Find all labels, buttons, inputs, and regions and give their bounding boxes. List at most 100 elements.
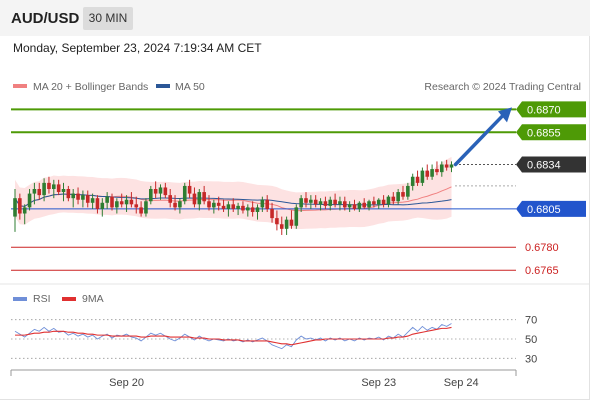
candle-body [236,205,240,209]
candle-body [309,199,313,203]
pivot-label-bg [516,200,586,217]
candle-body [246,207,250,211]
level-label: 0.6834 [527,159,561,171]
candle-body [313,199,318,205]
bollinger-bands [14,156,452,230]
candle-body [124,199,129,205]
candle-body [440,164,444,173]
ma50-legend-label: MA 50 [175,81,205,93]
candle-body [372,201,376,205]
candle-body [391,196,396,202]
candle-body [226,204,231,209]
candle-body [134,204,139,208]
candle-body [139,207,143,214]
arrow-head [498,107,512,123]
candle-body [367,201,371,208]
rsi-tick-label: 50 [525,334,537,346]
rsi-tick-label: 70 [525,315,537,327]
chart-datetime: Monday, September 23, 2024 7:19:34 AM CE… [13,41,262,55]
candle-body [449,164,454,168]
rsi-legend-swatch [13,297,27,301]
rsi-tick-label: 30 [525,353,537,365]
candle-body [357,202,362,209]
candle-body [144,201,148,214]
ma20-legend-swatch [13,84,27,88]
candle-body [241,205,245,211]
candle-body [119,201,124,205]
candle-body [202,192,206,202]
resistance-label-bg [516,124,586,141]
candle-body [415,176,420,183]
candle-body [410,176,415,186]
current-label-bg [516,156,586,173]
candle-body [173,202,177,208]
candle-body [42,182,46,196]
rsi-line [14,323,452,350]
candle-body [153,189,158,194]
resistance-label-bg [516,101,586,118]
candle-body [22,207,27,214]
rsi-ma-legend-label: 9MA [82,293,104,305]
candle-body [231,204,236,209]
symbol-title: AUD/USD [11,10,80,27]
candle-body [182,185,187,202]
rsi-panel: 70 50 30 [11,315,537,365]
rsi-ma-legend-swatch [62,297,76,301]
candle-body [352,204,357,209]
candlesticks [13,159,454,235]
candle-body [396,192,400,202]
candle-body [163,187,168,196]
ma20-legend-label: MA 20 + Bollinger Bands [33,81,148,93]
level-label: 0.6780 [525,242,559,254]
candle-body [318,201,323,205]
candle-body [401,192,405,197]
candle-body [279,224,284,229]
candle-body [52,184,56,189]
candle-body [420,170,425,183]
candle-body [221,205,226,209]
candle-body [299,198,303,208]
level-label: 0.6805 [527,204,561,216]
candle-body [294,207,299,226]
timeframe-button[interactable]: 30 MIN [83,7,133,30]
candle-body [32,189,37,194]
candle-body [289,219,294,226]
candle-body [381,199,386,205]
level-label: 0.6855 [527,127,561,139]
candle-body [27,193,32,208]
candle-body [178,201,182,208]
rsi-legend-label: RSI [33,293,51,305]
research-credit: Research © 2024 Trading Central [424,81,581,93]
candle-body [216,202,221,206]
candle-body [347,204,352,208]
candle-body [66,189,71,199]
candle-body [207,201,211,208]
bollinger-fill [15,156,452,230]
candle-body [343,201,347,208]
x-tick-label: Sep 24 [444,377,479,389]
candle-body [444,164,449,168]
candle-body [328,199,333,206]
candle-body [270,208,274,219]
candle-body [212,202,216,208]
candle-body [323,201,328,206]
candle-body [168,195,172,203]
candle-body [95,198,100,209]
candle-body [18,198,22,214]
candle-body [71,193,75,199]
candle-body [362,202,366,208]
candle-body [255,207,260,212]
candle-body [85,195,90,203]
price-labels: 0.6870 0.6855 0.6834 0.6805 0.6780 0.6765 [516,101,586,277]
candle-body [100,202,105,209]
candle-body [47,182,51,189]
candle-body [265,199,269,209]
candle-body [197,192,202,205]
x-tick-label: Sep 23 [361,377,396,389]
candle-body [406,185,410,197]
candle-body [425,170,430,177]
candle-body [115,201,119,208]
chart-header: AUD/USD 30 MIN [0,0,590,36]
candle-body [81,195,85,200]
